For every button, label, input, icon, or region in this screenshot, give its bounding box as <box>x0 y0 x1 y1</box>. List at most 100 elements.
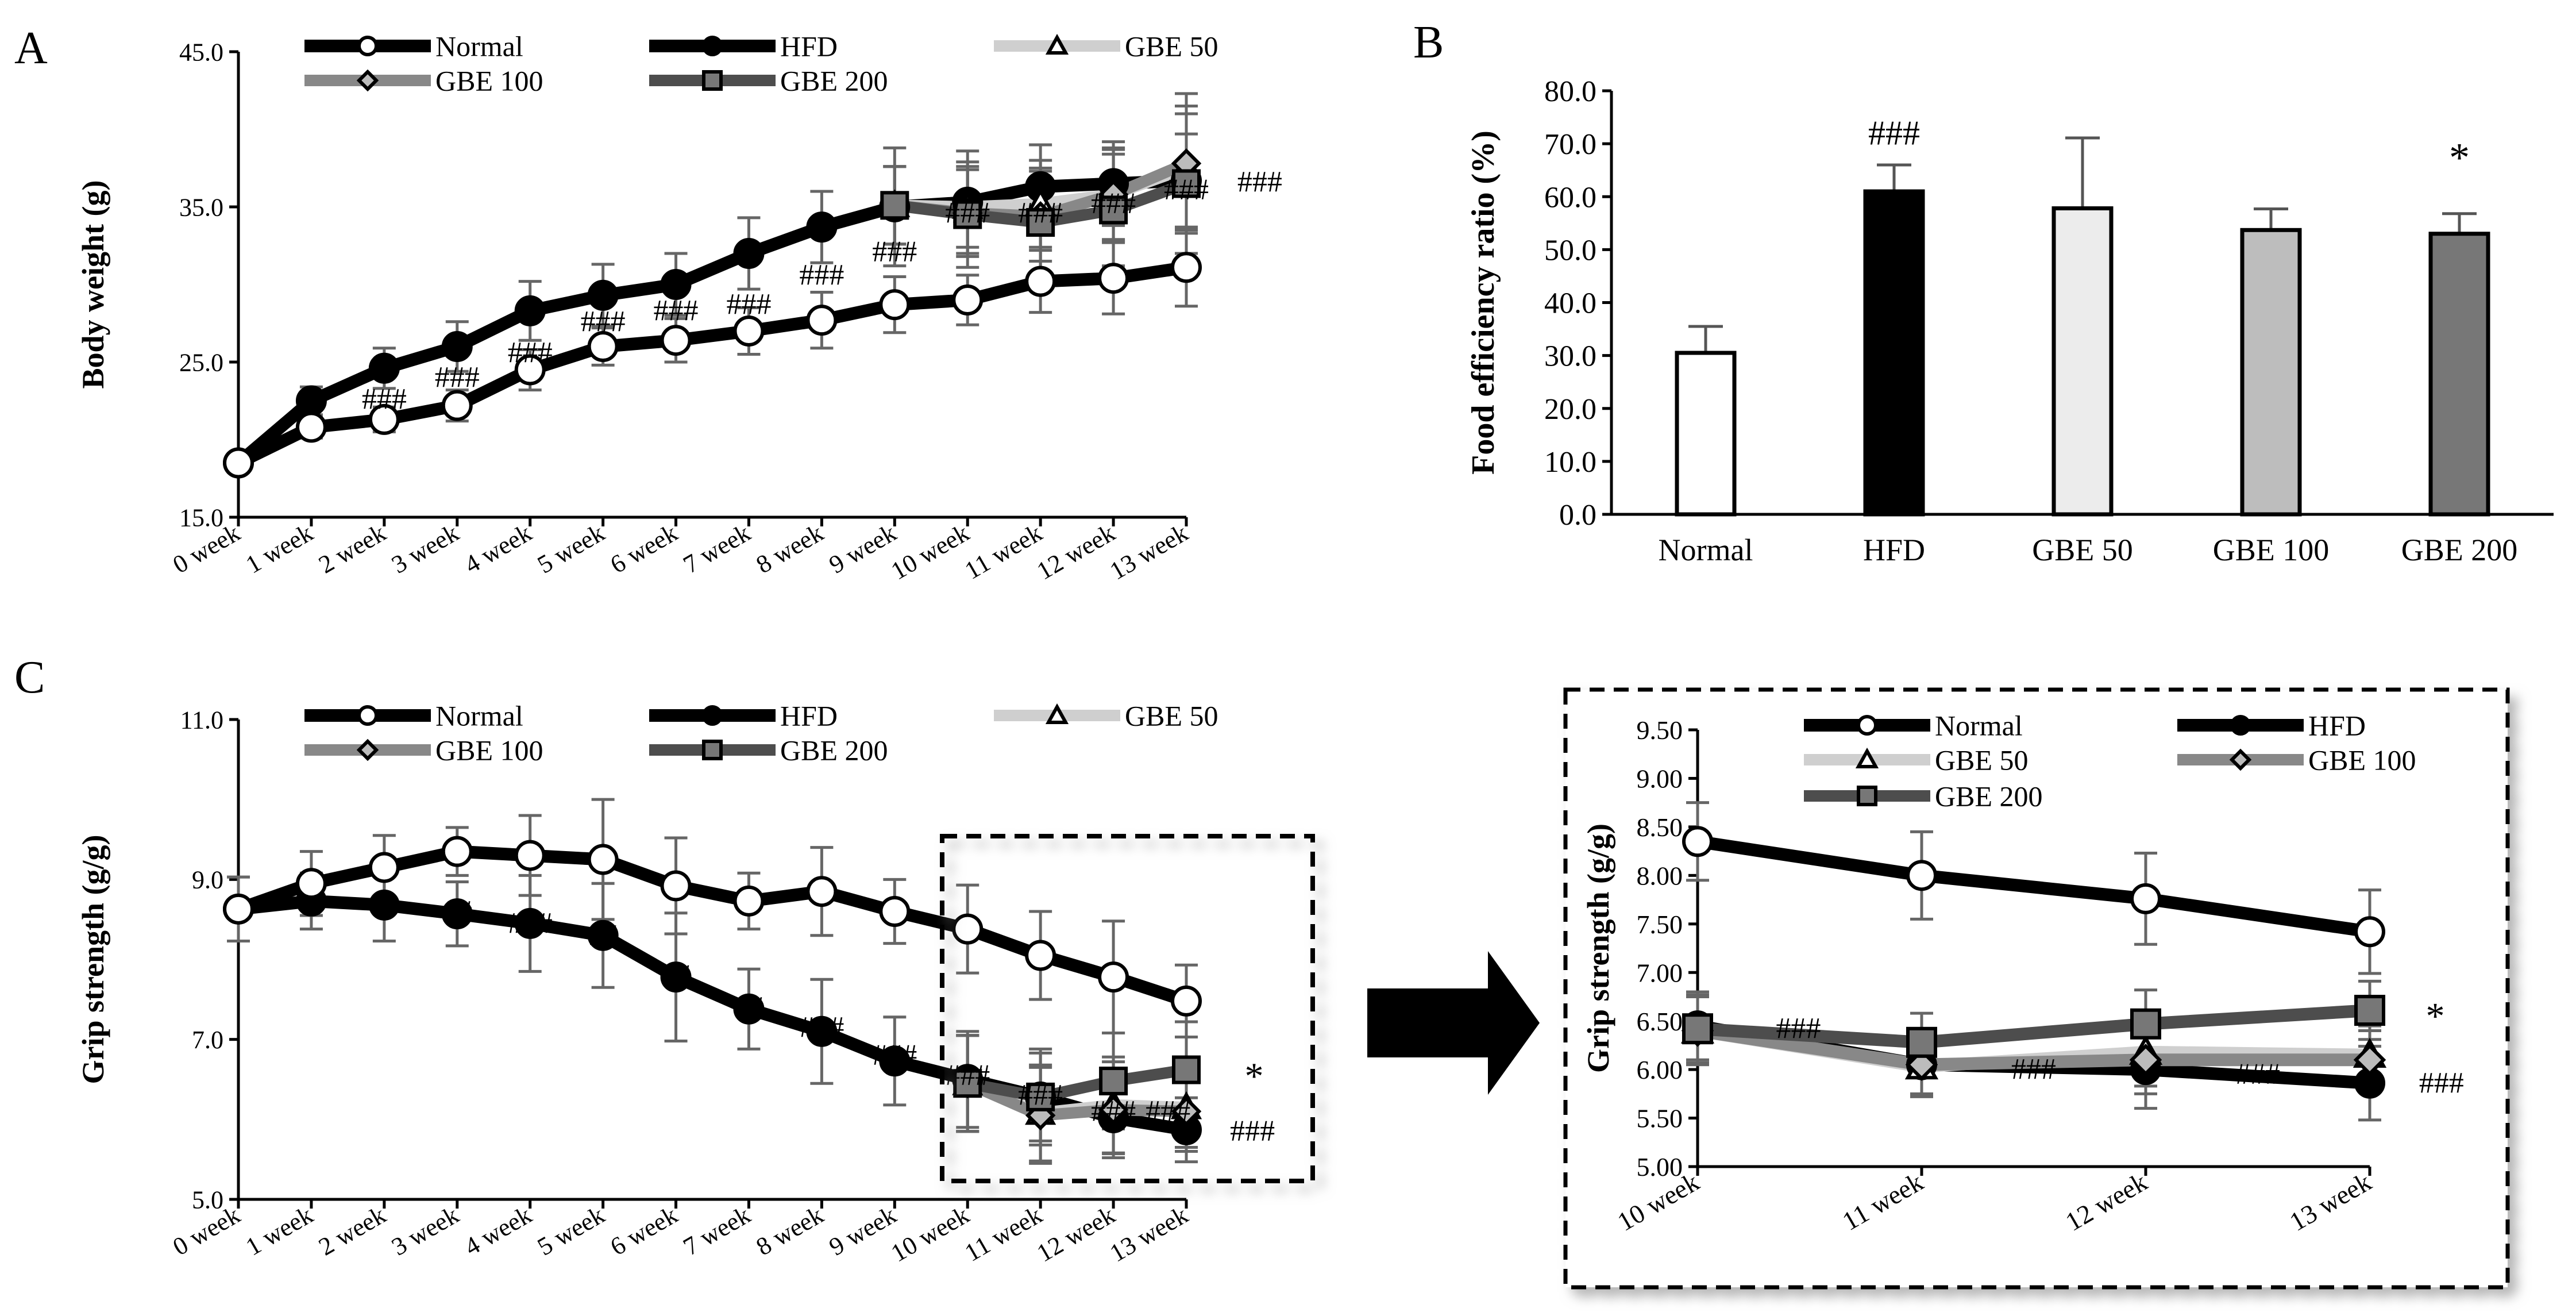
significance-annotation: ### <box>2419 1067 2464 1099</box>
legend-marker-normal <box>357 705 378 726</box>
legend-marker-gbe-200 <box>702 740 723 760</box>
significance-annotation: ### <box>1018 197 1063 229</box>
data-point-normal <box>952 913 984 945</box>
significance-annotation: ### <box>726 288 771 321</box>
data-point-normal <box>1025 940 1056 971</box>
data-point-hfd <box>806 211 838 243</box>
data-point-gbe-200 <box>953 1069 982 1098</box>
bar-normal <box>1675 351 1737 517</box>
x-tick-label: GBE 100 <box>2213 533 2330 567</box>
legend-label: HFD <box>780 700 838 732</box>
x-tick-label: 10 week <box>886 518 974 585</box>
data-point-hfd <box>587 279 619 311</box>
data-point-normal <box>368 403 400 435</box>
data-point-normal <box>1098 961 1129 993</box>
legend-marker-hfd <box>702 36 723 56</box>
data-point-normal <box>879 289 911 321</box>
data-point-hfd <box>441 898 473 930</box>
x-tick-label: 8 week <box>751 518 828 579</box>
significance-annotation: ### <box>435 361 480 394</box>
y-tick-label: 5.00 <box>1637 1152 1683 1182</box>
x-tick-label: 9 week <box>824 518 901 579</box>
y-tick-label: 5.0 <box>192 1186 223 1214</box>
x-tick-label: 2 week <box>314 518 390 579</box>
x-tick-label: 13 week <box>1105 518 1193 585</box>
series-line-gbe-100 <box>1696 1024 2370 1071</box>
data-point-hfd <box>733 993 765 1025</box>
y-tick-label: 60.0 <box>1544 181 1596 214</box>
y-tick-label: 9.00 <box>1637 764 1683 794</box>
significance-annotation: ### <box>362 383 407 415</box>
data-point-normal <box>223 447 254 479</box>
data-point-gbe-200 <box>1906 1026 1937 1058</box>
legend-label: Normal <box>435 30 523 63</box>
right-arrow-icon <box>1367 951 1540 1095</box>
y-tick-label: 25.0 <box>179 348 223 376</box>
legend-label: GBE 200 <box>780 734 888 767</box>
data-point-normal <box>441 390 473 421</box>
y-tick-label: 5.50 <box>1637 1104 1683 1133</box>
x-tick-label: Normal <box>1659 533 1753 567</box>
significance-annotation: ### <box>1868 114 1920 152</box>
data-point-normal <box>806 305 838 336</box>
y-tick-label: 70.0 <box>1544 128 1596 161</box>
panel-label: B <box>1413 17 1444 68</box>
significance-annotation: ### <box>2235 1058 2280 1091</box>
panel-b-food-efficiency: 0.0 10.0 20.0 30.0 40.0 50.0 60.0 70.0 80.0 Food … <box>1413 17 2554 567</box>
data-point-normal <box>514 354 546 386</box>
x-tick-label: 12 week <box>1032 518 1120 585</box>
significance-annotation: ### <box>1091 1095 1136 1128</box>
y-tick-label: 11.0 <box>180 706 223 734</box>
x-tick-label: GBE 200 <box>2401 533 2518 567</box>
significance-annotation: ### <box>799 259 844 291</box>
data-point-normal <box>2130 883 2161 914</box>
data-point-normal <box>660 325 692 356</box>
data-point-normal <box>587 331 619 362</box>
legend-marker-gbe-50 <box>1855 747 1879 768</box>
bar-hfd <box>1863 189 1925 517</box>
data-point-gbe-100 <box>2353 1043 2386 1076</box>
data-point-hfd <box>441 331 473 362</box>
significance-annotation: ### <box>581 305 626 338</box>
data-point-gbe-100 <box>1171 1096 1202 1127</box>
y-tick-label: 9.50 <box>1637 715 1683 745</box>
x-tick-label: 12 week <box>1032 1201 1120 1267</box>
legend-marker-gbe-100 <box>356 738 379 761</box>
data-point-gbe-200 <box>2130 1008 2161 1040</box>
significance-annotation: * <box>2426 995 2445 1037</box>
data-point-normal <box>1098 263 1129 294</box>
x-tick-label: 1 week <box>241 1201 317 1261</box>
significance-annotation: ### <box>508 336 553 369</box>
significance-annotation: ### <box>945 197 990 229</box>
significance-annotation: ### <box>1237 166 1282 198</box>
data-point-gbe-100 <box>1098 1094 1129 1125</box>
legend-marker-gbe-200 <box>1857 786 1877 806</box>
zoom-panel-frame <box>1563 687 2510 1290</box>
significance-annotation: ### <box>872 235 917 268</box>
legend-label: GBE 50 <box>1935 744 2029 776</box>
y-axis-label: Grip strength (g/g) <box>1581 824 1615 1073</box>
x-tick-label: 13 week <box>1105 1201 1193 1267</box>
x-tick-label: 7 week <box>678 1201 755 1261</box>
series-line-gbe-100 <box>965 1078 1187 1121</box>
y-tick-label: 6.50 <box>1637 1007 1683 1036</box>
data-point-gbe-200 <box>1026 208 1055 237</box>
panel-label: C <box>14 652 45 703</box>
y-tick-label: 8.00 <box>1637 861 1683 890</box>
data-point-normal <box>587 844 619 875</box>
data-point-normal <box>368 852 400 883</box>
x-tick-label: 6 week <box>606 518 682 579</box>
data-point-normal <box>1025 266 1056 297</box>
significance-annotation: ### <box>872 1039 917 1072</box>
legend-marker-gbe-100 <box>2229 748 2252 771</box>
significance-annotation: ### <box>1018 1079 1063 1111</box>
significance-annotation: ## <box>734 991 763 1024</box>
legend-marker-gbe-100 <box>356 69 379 92</box>
x-tick-label: 4 week <box>460 518 536 579</box>
bar-gbe-100 <box>2240 228 2302 517</box>
legend-label: GBE 50 <box>1125 30 1218 63</box>
legend-marker-gbe-200 <box>702 70 723 91</box>
y-tick-label: 40.0 <box>1544 287 1596 320</box>
series-line-normal <box>1696 835 2371 938</box>
